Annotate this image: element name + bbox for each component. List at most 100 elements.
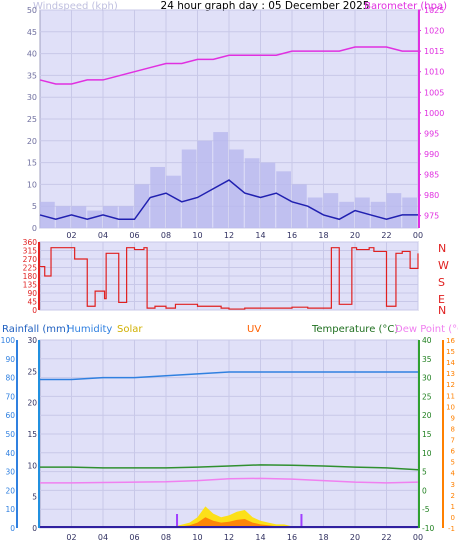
temperature-tick-label: 40 — [422, 336, 432, 345]
compass-label: E — [438, 293, 445, 306]
x-tick-label-bottom: 10 — [192, 533, 202, 542]
rainfall-tick-label: 0 — [32, 524, 37, 533]
humidity-tick-label: 80 — [5, 374, 15, 383]
direction-tick-label: 315 — [23, 247, 38, 256]
humidity-line — [40, 371, 418, 381]
x-tick-label-top: 08 — [161, 231, 171, 240]
gust-bar — [40, 201, 55, 228]
dewpoint-tick-label: 11 — [446, 392, 455, 400]
barometer-tick-label: 1015 — [424, 47, 444, 56]
dewpoint-tick-label: 12 — [446, 381, 455, 389]
barometer-tick-label: 990 — [424, 150, 439, 159]
humidity-tick-label: 30 — [5, 468, 15, 477]
barometer-tick-label: 1000 — [424, 109, 444, 118]
x-tick-label-bottom: 12 — [224, 533, 234, 542]
x-tick-label-bottom: 20 — [350, 533, 360, 542]
x-tick-label-bottom: 06 — [129, 533, 139, 542]
x-tick-label-top: 00 — [413, 231, 423, 240]
gust-bar — [386, 193, 402, 228]
dewpoint-tick-label: 9 — [451, 414, 455, 422]
barometer-axis-title: Barometer (hpa) — [364, 1, 447, 12]
humidity-tick-label: 40 — [5, 449, 15, 458]
humidity-tick-label: 90 — [5, 355, 15, 364]
direction-tick-label: 135 — [23, 281, 38, 290]
gust-bar — [118, 206, 134, 228]
windspeed-tick-label: 0 — [32, 224, 37, 233]
gust-bar — [150, 166, 165, 228]
barometer-tick-label: 980 — [424, 191, 439, 200]
direction-tick-label: 360 — [23, 238, 38, 247]
legend-dewpoint: Dew Point (°C) — [395, 324, 458, 335]
dewpoint-tick-label: 5 — [451, 459, 455, 467]
x-tick-label-top: 22 — [381, 231, 391, 240]
dewpoint-tick-label: 16 — [446, 337, 455, 345]
compass-label: N — [438, 242, 446, 255]
dewpoint-tick-label: 10 — [446, 403, 455, 411]
temperature-tick-label: 5 — [422, 468, 427, 477]
gust-bar — [370, 201, 386, 228]
x-tick-label-top: 12 — [224, 231, 234, 240]
humidity-tick-label: 10 — [5, 505, 15, 514]
humidity-tick-label: 20 — [5, 486, 15, 495]
gust-bar — [276, 171, 291, 228]
dewpoint-tick-label: 1 — [451, 503, 455, 511]
wind-direction-line — [40, 247, 419, 310]
temperature-tick-label: 0 — [422, 486, 427, 495]
barometer-line — [39, 46, 418, 85]
barometer-tick-label: 985 — [424, 171, 439, 180]
rainfall-tick-label: 5 — [32, 493, 37, 502]
barometer-tick-label: 995 — [424, 129, 439, 138]
data-series — [39, 46, 419, 528]
windspeed-tick-label: 5 — [32, 202, 37, 211]
dewpoint-tick-label: 2 — [451, 492, 455, 500]
windspeed-tick-label: 35 — [27, 71, 37, 80]
windspeed-tick-label: 30 — [27, 93, 37, 102]
windspeed-line — [39, 179, 418, 221]
x-tick-label-top: 02 — [66, 231, 76, 240]
direction-tick-label: 90 — [27, 289, 37, 298]
barometer-tick-label: 975 — [424, 212, 439, 221]
gust-bar — [197, 140, 213, 228]
x-tick-label-top: 20 — [350, 231, 360, 240]
dewpoint-tick-label: -1 — [448, 525, 455, 533]
x-tick-label-bottom: 22 — [381, 533, 391, 542]
dewpoint-tick-label: 15 — [446, 348, 455, 356]
temperature-tick-label: 15 — [422, 430, 432, 439]
x-tick-label-top: 18 — [318, 231, 328, 240]
x-tick-label-top: 16 — [287, 231, 297, 240]
dewpoint-tick-label: 8 — [451, 425, 455, 433]
temperature-tick-label: 35 — [422, 355, 432, 364]
x-tick-label-bottom: 18 — [318, 533, 328, 542]
compass-label: W — [438, 259, 449, 272]
temperature-tick-label: 25 — [422, 392, 432, 401]
rainfall-tick-label: 20 — [27, 399, 37, 408]
gust-bar — [181, 149, 197, 228]
axis-ticks: 0202040406060808101012121414161618182020… — [1, 6, 456, 542]
windspeed-tick-label: 10 — [27, 180, 37, 189]
barometer-tick-label: 1010 — [424, 68, 444, 77]
dewpoint-tick-label: 4 — [451, 470, 456, 478]
gust-bar — [166, 175, 181, 228]
direction-tick-label: 225 — [23, 264, 38, 273]
dewpoint-tick-label: 7 — [451, 437, 455, 445]
gust-bar — [323, 193, 339, 228]
legend-rainfall: Rainfall (mm) — [2, 324, 70, 335]
humidity-tick-label: 0 — [10, 524, 15, 533]
temperature-tick-label: 20 — [422, 411, 432, 420]
gust-bar — [87, 210, 102, 228]
windspeed-tick-label: 25 — [27, 115, 37, 124]
x-tick-label-top: 06 — [129, 231, 139, 240]
windspeed-tick-label: 45 — [27, 28, 37, 37]
gust-bar — [213, 132, 228, 228]
direction-tick-label: 270 — [23, 255, 38, 264]
humidity-tick-label: 60 — [5, 411, 15, 420]
direction-tick-label: 180 — [23, 272, 38, 281]
gust-bar — [292, 184, 307, 228]
x-tick-label-bottom: 02 — [66, 533, 76, 542]
dewpoint-tick-label: 14 — [446, 359, 455, 367]
temperature-line — [40, 464, 419, 471]
legend-solar: Solar — [117, 324, 143, 335]
rainfall-tick-label: 25 — [27, 367, 37, 376]
dewpoint-tick-label: 3 — [451, 481, 455, 489]
